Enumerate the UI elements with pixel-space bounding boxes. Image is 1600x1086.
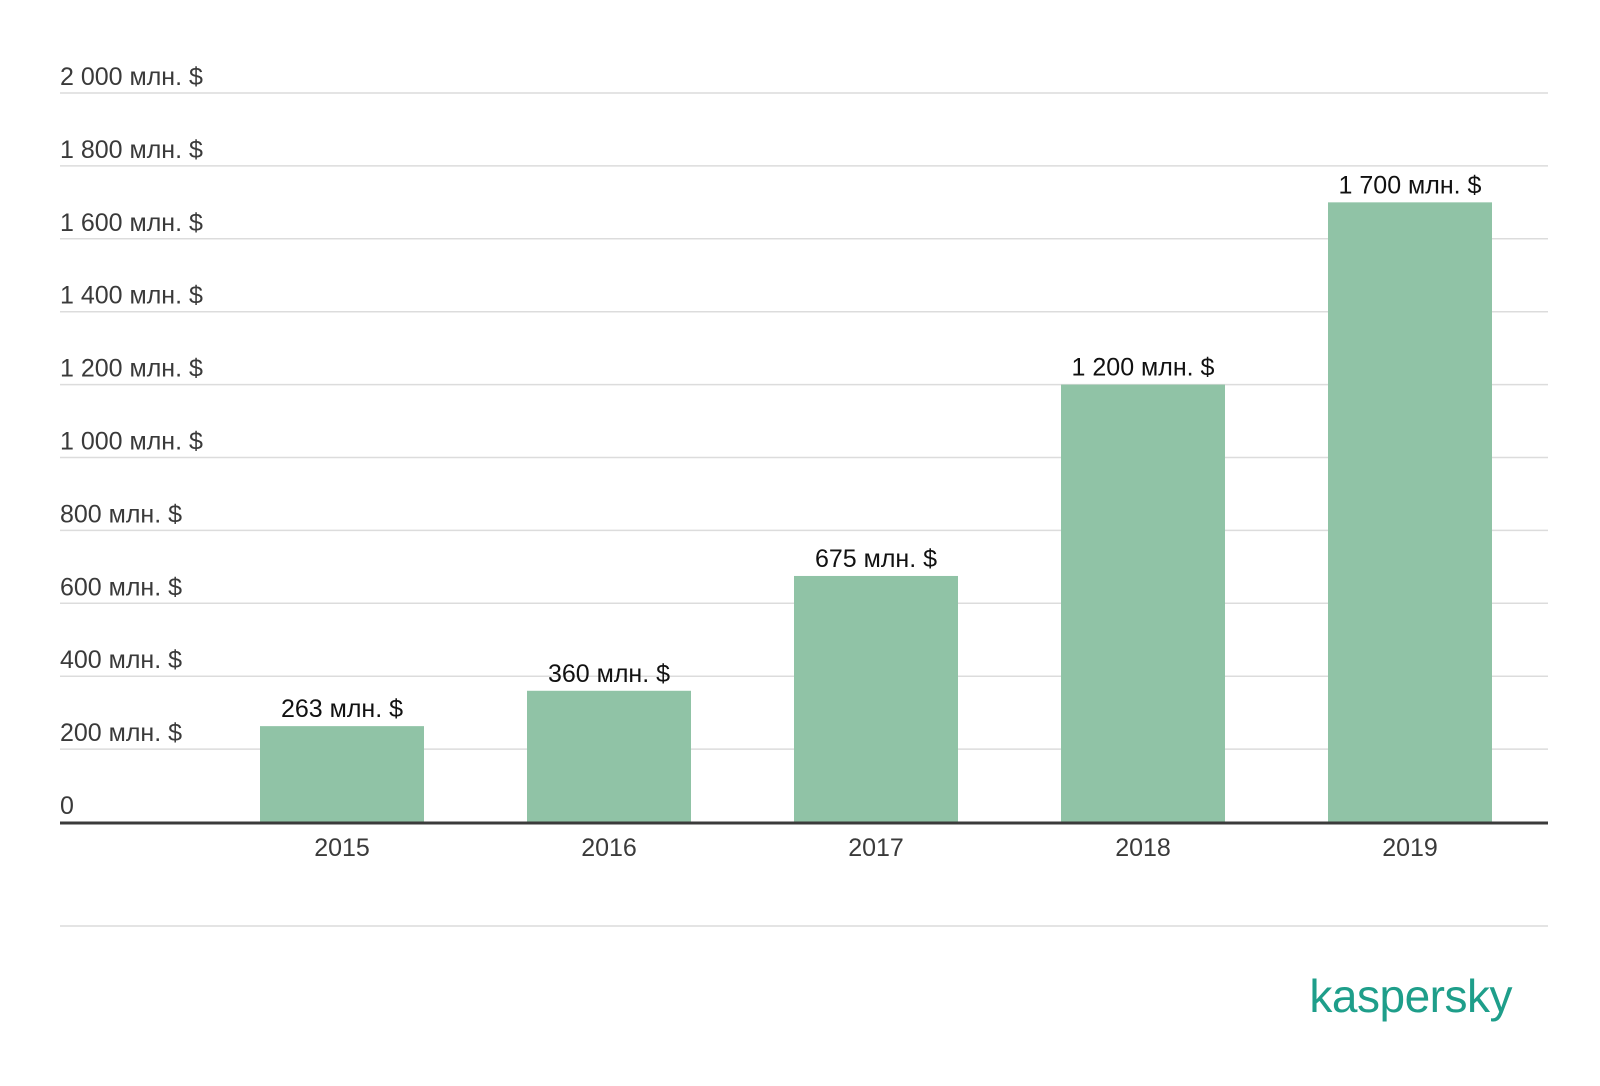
bar-2017 [794,575,958,822]
bar-2019 [1328,202,1492,823]
x-tick-label-2019: 2019 [1382,834,1438,862]
x-axis-tick-labels: 2015 2016 2017 2018 2019 [314,834,1438,862]
y-tick-label: 200 млн. $ [60,719,182,747]
bars [260,202,1492,823]
y-tick-label: 1 000 млн. $ [60,428,203,456]
y-tick-label: 600 млн. $ [60,573,182,601]
y-tick-label: 1 200 млн. $ [60,355,203,383]
bar-2015 [260,726,424,822]
data-labels: 263 млн. $ 360 млн. $ 675 млн. $ 1 200 млн.… [281,171,1482,723]
data-label-2017: 675 млн. $ [815,545,937,573]
data-label-2019: 1 700 млн. $ [1339,171,1482,199]
data-label-2016: 360 млн. $ [548,660,670,688]
bar-2018 [1061,384,1225,822]
y-axis-tick-labels: 0 200 млн. $ 400 млн. $ 600 млн. $ 800 млн. … [60,63,203,820]
x-tick-label-2015: 2015 [314,834,370,862]
data-label-2015: 263 млн. $ [281,695,403,723]
y-tick-label: 400 млн. $ [60,646,182,674]
kaspersky-logo: kaspersky [1309,970,1512,1022]
x-tick-label-2017: 2017 [848,834,904,862]
y-tick-label: 0 [60,792,74,820]
gridlines [60,92,1548,750]
y-tick-label: 1 400 млн. $ [60,282,203,310]
bar-2016 [527,690,691,822]
data-label-2018: 1 200 млн. $ [1072,354,1215,382]
y-tick-label: 1 600 млн. $ [60,209,203,237]
y-tick-label: 1 800 млн. $ [60,136,203,164]
x-tick-label-2016: 2016 [581,834,637,862]
y-tick-label: 800 млн. $ [60,500,182,528]
x-tick-label-2018: 2018 [1115,834,1171,862]
y-tick-label: 2 000 млн. $ [60,63,203,91]
